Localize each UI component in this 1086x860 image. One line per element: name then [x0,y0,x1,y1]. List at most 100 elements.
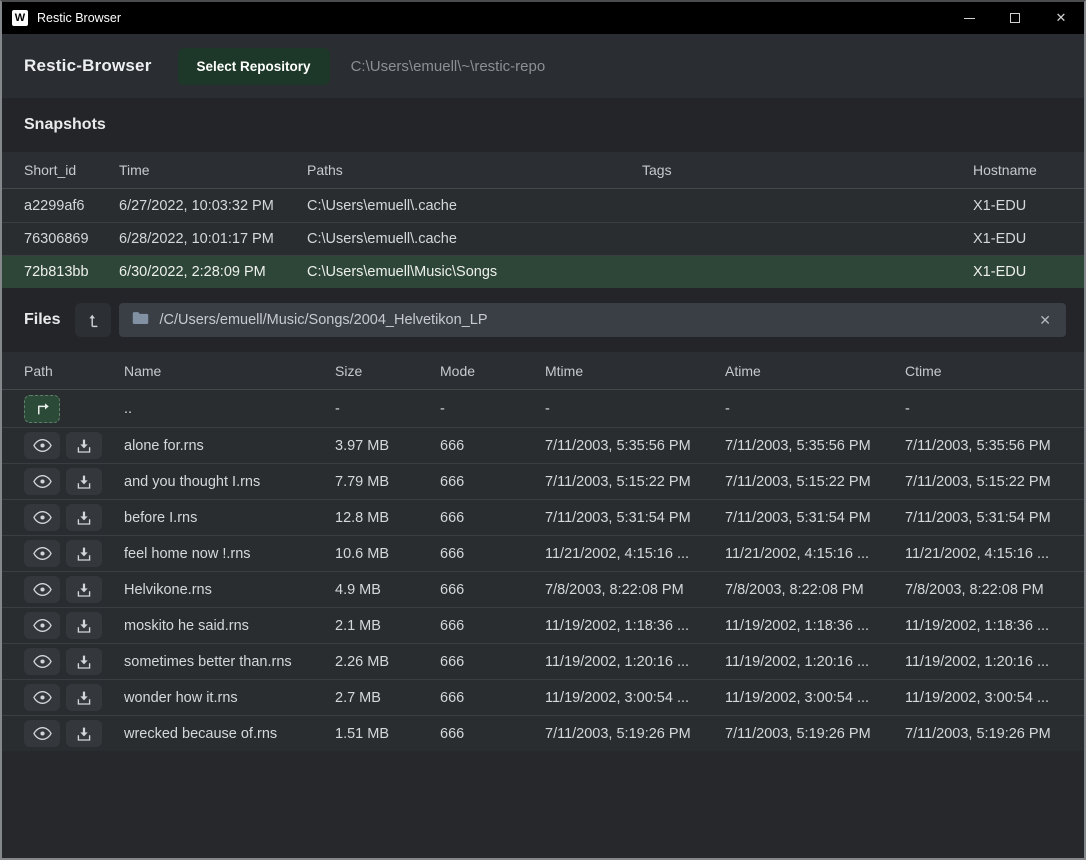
file-size: 7.79 MB [335,473,389,490]
file-name: alone for.rns [124,437,204,454]
preview-file-button[interactable] [24,468,60,495]
preview-file-button[interactable] [24,504,60,531]
file-atime: 7/11/2003, 5:35:56 PM [725,437,871,454]
file-atime: 11/19/2002, 1:20:16 ... [725,653,870,670]
file-mtime: 7/11/2003, 5:15:22 PM [545,473,691,490]
parent-directory-row[interactable]: .. - - - - - [2,390,1084,427]
download-file-button[interactable] [66,684,102,711]
file-mtime: 11/21/2002, 4:15:16 ... [545,545,690,562]
file-row[interactable]: moskito he said.rns 2.1 MB 666 11/19/2002, … [2,607,1084,643]
preview-file-button[interactable] [24,720,60,747]
download-file-icon [76,654,92,670]
row-actions [24,576,124,603]
file-atime: 11/19/2002, 3:00:54 ... [725,689,870,706]
col-time: Time [119,162,150,178]
download-file-button[interactable] [66,504,102,531]
file-row[interactable]: before I.rns 12.8 MB 666 7/11/2003, 5:31:54… [2,499,1084,535]
download-file-icon [76,438,92,454]
download-file-button[interactable] [66,612,102,639]
snapshot-hostname: X1-EDU [973,264,1027,280]
go-up-directory-button[interactable] [24,394,60,423]
file-mode: 666 [440,725,465,742]
download-file-button[interactable] [66,648,102,675]
snapshot-row[interactable]: a2299af6 6/27/2022, 10:03:32 PM C:\Users\e… [2,189,1084,222]
file-mode: 666 [440,509,465,526]
row-actions [24,612,124,639]
file-mtime: 7/8/2003, 8:22:08 PM [545,581,684,598]
snapshot-time: 6/28/2022, 10:01:17 PM [119,231,274,247]
download-file-button[interactable] [66,720,102,747]
file-row[interactable]: feel home now !.rns 10.6 MB 666 11/21/2002,… [2,535,1084,571]
select-repository-button[interactable]: Select Repository [177,47,330,85]
files-path-input[interactable]: /C/Users/emuell/Music/Songs/2004_Helveti… [119,303,1066,337]
file-size: 10.6 MB [335,545,389,562]
col-paths: Paths [307,162,343,178]
file-ctime: 7/8/2003, 8:22:08 PM [905,581,1044,598]
col-name: Name [124,362,162,379]
snapshot-hostname: X1-EDU [973,231,1027,247]
file-row[interactable]: sometimes better than.rns 2.26 MB 666 11/19… [2,643,1084,679]
preview-file-icon [32,510,52,525]
files-path-value: /C/Users/emuell/Music/Songs/2004_Helveti… [159,312,488,328]
snapshot-hostname: X1-EDU [973,197,1027,214]
download-file-icon [76,726,92,742]
download-file-icon [76,618,92,634]
row-actions [24,684,124,711]
file-size: 2.1 MB [335,617,381,634]
files-toolbar: Files /C/Users/emuell/Music/Songs/2004_H… [2,288,1084,352]
col-mtime: Mtime [545,362,584,379]
preview-file-button[interactable] [24,648,60,675]
file-row[interactable]: alone for.rns 3.97 MB 666 7/11/2003, 5:35:5… [2,427,1084,463]
preview-file-button[interactable] [24,540,60,567]
file-row[interactable]: Helvikone.rns 4.9 MB 666 7/8/2003, 8:22:08 … [2,571,1084,607]
minimize-button[interactable] [946,2,992,34]
file-size: 3.97 MB [335,437,389,454]
file-size: 12.8 MB [335,509,389,526]
level-up-button[interactable] [75,303,112,337]
col-short-id: Short_id [24,162,77,178]
clear-path-button[interactable]: ✕ [1039,311,1051,328]
snapshot-row[interactable]: 72b813bb 6/30/2022, 2:28:09 PM C:\Users\em… [2,255,1084,288]
file-name: before I.rns [124,509,198,526]
window-title: Restic Browser [37,11,122,25]
file-mtime: 11/19/2002, 1:20:16 ... [545,653,690,670]
download-file-icon [76,510,92,526]
maximize-button[interactable] [992,2,1038,34]
row-actions [24,394,124,423]
snapshot-row[interactable]: 76306869 6/28/2022, 10:01:17 PM C:\Users\e… [2,222,1084,255]
level-up-icon [85,312,101,328]
preview-file-button[interactable] [24,576,60,603]
col-hostname: Hostname [973,162,1037,178]
download-file-button[interactable] [66,576,102,603]
file-name: moskito he said.rns [124,617,249,634]
snapshot-time: 6/30/2022, 2:28:09 PM [119,264,266,280]
file-mode: 666 [440,581,465,598]
preview-file-button[interactable] [24,432,60,459]
file-ctime: 11/19/2002, 3:00:54 ... [905,689,1050,706]
wails-logo-icon: W [12,10,28,26]
file-ctime: 7/11/2003, 5:31:54 PM [905,509,1051,526]
preview-file-button[interactable] [24,612,60,639]
file-ctime: 7/11/2003, 5:35:56 PM [905,437,1051,454]
file-name: feel home now !.rns [124,545,251,562]
snapshot-paths: C:\Users\emuell\Music\Songs [307,264,498,280]
close-button[interactable]: ✕ [1055,10,1067,25]
download-file-button[interactable] [66,432,102,459]
file-atime: 11/21/2002, 4:15:16 ... [725,545,870,562]
file-name: .. [124,400,133,417]
file-ctime: 7/11/2003, 5:19:26 PM [905,725,1051,742]
file-row[interactable]: and you thought I.rns 7.79 MB 666 7/11/2003… [2,463,1084,499]
file-row[interactable]: wonder how it.rns 2.7 MB 666 11/19/2002, 3:… [2,679,1084,715]
snapshots-table-header: Short_id Time Paths Tags Hostname [2,152,1084,189]
file-atime: 7/11/2003, 5:19:26 PM [725,725,871,742]
download-file-icon [76,474,92,490]
preview-file-button[interactable] [24,684,60,711]
file-row[interactable]: wrecked because of.rns 1.51 MB 666 7/11/200… [2,715,1084,751]
download-file-button[interactable] [66,468,102,495]
download-file-icon [76,582,92,598]
go-up-directory-icon [34,401,51,416]
snapshot-short-id: 72b813bb [24,264,89,280]
snapshot-short-id: 76306869 [24,231,89,247]
download-file-button[interactable] [66,540,102,567]
